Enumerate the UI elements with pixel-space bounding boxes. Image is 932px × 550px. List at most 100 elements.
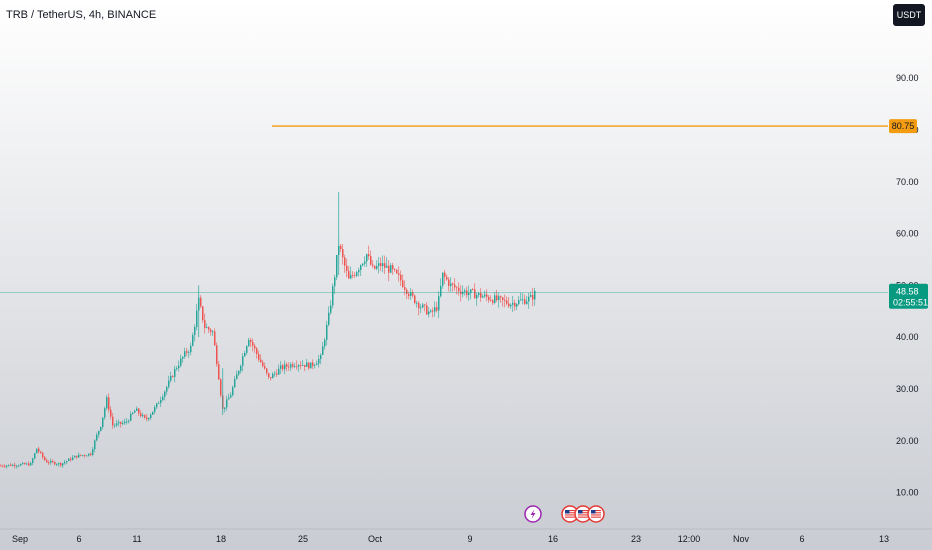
- candle-body: [30, 462, 32, 466]
- time-axis[interactable]: Sep 6 11 18 25 Oct 9 16 23 12:00 Nov 6 13: [12, 534, 889, 544]
- candle: [136, 406, 138, 411]
- candle-body: [118, 421, 120, 424]
- candles: [0, 192, 536, 469]
- candle-body: [214, 331, 216, 346]
- candle: [484, 290, 486, 299]
- candle-body: [96, 434, 98, 441]
- candle: [68, 458, 70, 462]
- candle-body: [94, 440, 96, 450]
- candle-body: [212, 331, 214, 333]
- candle-body: [272, 373, 274, 379]
- candle-body: [310, 362, 312, 369]
- candle-body: [324, 339, 326, 347]
- candle-body: [526, 301, 528, 304]
- candle: [502, 296, 504, 307]
- candle-body: [308, 362, 310, 369]
- candle: [76, 455, 78, 459]
- currency-button[interactable]: USDT: [893, 4, 925, 26]
- candle: [434, 301, 436, 317]
- candle: [4, 464, 6, 469]
- flag-icon-ring: [587, 505, 605, 523]
- candle-body: [450, 283, 452, 287]
- candle-body: [20, 464, 22, 466]
- candle: [160, 396, 162, 407]
- candle: [142, 412, 144, 418]
- candle-body: [468, 292, 470, 295]
- flag-stripe: [591, 516, 601, 518]
- candle: [488, 294, 490, 303]
- candle-body: [10, 464, 12, 466]
- candle: [72, 454, 74, 461]
- candle: [138, 407, 140, 417]
- candle: [400, 270, 402, 287]
- bar-countdown-label: 02:55:51: [893, 298, 928, 308]
- candle: [478, 292, 480, 298]
- candle: [268, 372, 270, 380]
- candle-body: [354, 275, 356, 277]
- candle: [482, 294, 484, 298]
- candle-body: [146, 417, 148, 420]
- candle-body: [200, 297, 202, 307]
- candle: [200, 295, 202, 309]
- candle: [218, 360, 220, 380]
- flag-stripe: [578, 514, 588, 516]
- candle: [522, 292, 524, 305]
- flag-canton: [578, 510, 583, 514]
- us-flag-event-icon[interactable]: [587, 505, 605, 523]
- candle-body: [510, 304, 512, 307]
- candle-body: [436, 307, 438, 311]
- flag-canton: [591, 510, 596, 514]
- candle: [92, 446, 94, 457]
- candle-body: [262, 362, 264, 367]
- candle-body: [306, 362, 308, 367]
- candle-body: [100, 426, 102, 431]
- candle: [156, 402, 158, 410]
- candle-body: [178, 365, 180, 369]
- candle-body: [84, 455, 86, 456]
- candle: [188, 349, 190, 358]
- candle: [204, 313, 206, 334]
- candle: [396, 268, 398, 275]
- candle: [148, 417, 150, 422]
- candle: [128, 419, 130, 424]
- candle: [242, 353, 244, 372]
- candle-body: [260, 359, 262, 363]
- candle-body: [318, 359, 320, 364]
- candle: [96, 432, 98, 442]
- candle: [472, 287, 474, 291]
- candle: [66, 460, 68, 465]
- candle-body: [174, 368, 176, 377]
- candle-body: [238, 370, 240, 375]
- candle-body: [258, 353, 260, 360]
- candle: [18, 464, 20, 468]
- y-tick-label: 10.00: [896, 488, 919, 498]
- candle: [154, 405, 156, 415]
- candle: [116, 419, 118, 428]
- candle: [508, 297, 510, 309]
- candle-body: [426, 305, 428, 315]
- candle: [214, 328, 216, 346]
- candle-body: [76, 455, 78, 458]
- candle: [342, 244, 344, 265]
- candle-body: [276, 373, 278, 375]
- candle-body: [58, 463, 60, 465]
- candle-body: [68, 458, 70, 462]
- candle-body: [278, 368, 280, 375]
- candle-body: [106, 397, 108, 409]
- candle: [290, 362, 292, 372]
- candle: [298, 363, 300, 372]
- candle-body: [120, 421, 122, 424]
- candle: [384, 255, 386, 275]
- candle: [474, 283, 476, 299]
- y-tick-label: 40.00: [896, 332, 919, 342]
- candle-body: [110, 409, 112, 417]
- candle: [234, 376, 236, 388]
- candle-body: [148, 418, 150, 420]
- candle-body: [482, 296, 484, 298]
- lightning-event-icon[interactable]: [524, 505, 542, 523]
- candle: [340, 243, 342, 253]
- event-markers[interactable]: [524, 505, 605, 523]
